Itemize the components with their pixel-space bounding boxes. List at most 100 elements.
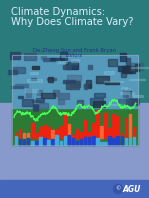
Bar	[19, 139, 21, 145]
Bar	[133, 127, 135, 138]
Bar	[15, 136, 17, 145]
Bar	[15, 133, 17, 138]
Bar	[104, 142, 107, 145]
Bar	[27, 79, 42, 82]
Bar	[126, 58, 130, 65]
Bar	[126, 99, 138, 105]
Bar	[12, 108, 138, 145]
Bar	[84, 84, 87, 89]
Bar	[33, 105, 38, 110]
Bar	[31, 123, 34, 138]
Bar	[120, 92, 134, 94]
Bar	[123, 89, 129, 97]
Bar	[108, 59, 117, 66]
Bar	[67, 75, 80, 80]
Bar	[53, 89, 59, 96]
Bar	[43, 58, 55, 61]
Bar	[90, 98, 103, 106]
Bar	[129, 95, 143, 97]
Bar	[77, 100, 83, 105]
Bar	[68, 135, 70, 145]
Bar	[27, 133, 30, 138]
Text: AGU: AGU	[123, 185, 141, 193]
Bar	[117, 136, 119, 145]
Bar	[112, 138, 115, 145]
Bar	[129, 138, 131, 145]
Circle shape	[114, 185, 122, 193]
Bar	[51, 139, 54, 145]
Bar	[121, 133, 123, 138]
Bar	[127, 102, 132, 104]
Bar	[60, 141, 62, 145]
Bar	[70, 81, 80, 87]
Bar	[19, 129, 21, 138]
Bar	[124, 66, 135, 73]
Bar	[121, 87, 127, 89]
Bar	[31, 78, 36, 80]
Bar	[84, 136, 86, 145]
Bar	[55, 129, 58, 138]
Bar	[125, 118, 127, 138]
Bar	[64, 136, 66, 145]
Bar	[92, 123, 94, 138]
Bar	[25, 89, 38, 92]
Bar	[96, 75, 108, 83]
Bar	[104, 113, 107, 138]
Bar	[88, 137, 90, 145]
Bar	[43, 125, 46, 138]
Bar	[129, 114, 131, 138]
Bar	[39, 103, 48, 108]
Bar	[27, 138, 30, 145]
Text: Why Does Climate Vary?: Why Does Climate Vary?	[11, 17, 134, 27]
Bar	[0, 180, 149, 198]
Bar	[66, 81, 79, 89]
Bar	[66, 62, 78, 69]
Bar	[55, 135, 58, 145]
Bar	[39, 127, 42, 138]
Bar	[96, 138, 99, 145]
Bar	[64, 112, 66, 138]
Bar	[94, 93, 105, 97]
Bar	[125, 137, 127, 145]
Bar	[126, 91, 131, 97]
Bar	[12, 55, 138, 108]
Bar	[124, 70, 132, 72]
Bar	[31, 141, 34, 145]
Bar	[22, 99, 33, 106]
Bar	[80, 139, 82, 145]
Bar	[131, 67, 148, 68]
Bar	[24, 53, 36, 60]
Bar	[105, 82, 119, 84]
Bar	[41, 56, 46, 59]
Bar	[51, 58, 64, 60]
Bar	[30, 72, 38, 74]
Bar	[41, 93, 55, 98]
Bar	[121, 136, 123, 145]
Bar	[60, 52, 67, 60]
Bar	[92, 136, 94, 145]
Bar	[76, 129, 78, 138]
Bar	[26, 89, 31, 97]
Bar	[15, 84, 28, 87]
Bar	[39, 137, 42, 145]
Bar	[47, 78, 56, 80]
Bar	[12, 55, 138, 145]
Bar	[72, 135, 74, 138]
Bar	[69, 62, 77, 64]
Bar	[104, 71, 114, 74]
Bar	[13, 67, 25, 73]
Bar	[108, 128, 111, 138]
Bar	[122, 66, 132, 72]
Bar	[100, 142, 103, 145]
Bar	[80, 132, 82, 138]
Bar	[86, 80, 91, 88]
Bar	[48, 77, 53, 82]
Bar	[93, 101, 105, 107]
Bar	[121, 71, 126, 77]
Bar	[10, 51, 20, 59]
Bar	[108, 136, 111, 145]
Bar	[133, 137, 135, 145]
Bar	[0, 0, 149, 103]
Bar	[96, 110, 99, 138]
Bar	[84, 120, 86, 138]
